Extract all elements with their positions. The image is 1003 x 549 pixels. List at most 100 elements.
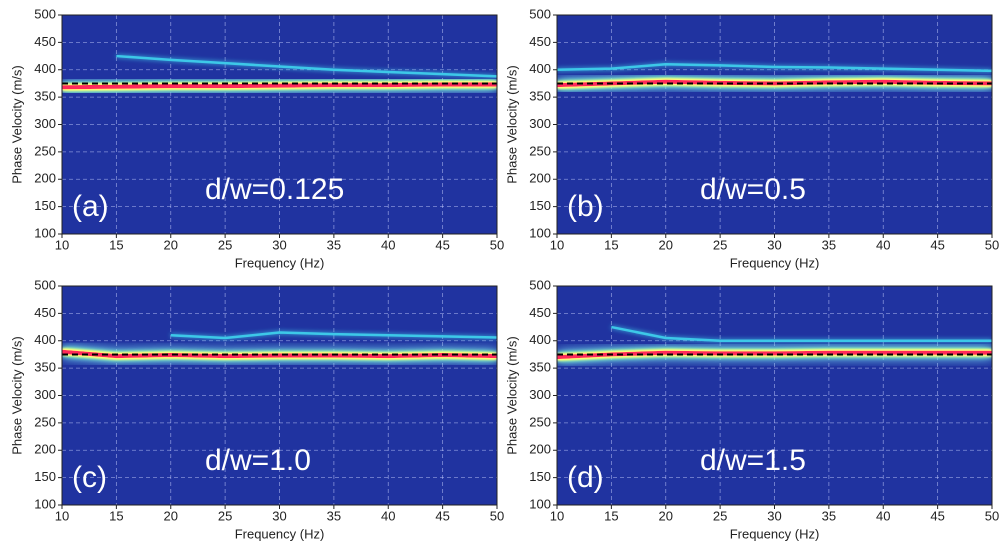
x-tick-label: 45 xyxy=(930,508,944,523)
x-tick-label: 10 xyxy=(550,508,564,523)
x-tick-label: 25 xyxy=(713,508,727,523)
x-tick-label: 45 xyxy=(435,508,449,523)
x-tick-label: 20 xyxy=(659,508,673,523)
y-tick-label: 350 xyxy=(34,89,56,104)
x-tick-label: 25 xyxy=(713,237,727,252)
dispersion-ridge xyxy=(62,82,497,90)
x-tick-label: 50 xyxy=(490,508,504,523)
y-tick-label: 250 xyxy=(34,143,56,158)
plot-frame xyxy=(556,285,993,506)
y-tick-label: 450 xyxy=(529,34,551,49)
x-tick-label: 50 xyxy=(985,237,999,252)
x-tick-label: 15 xyxy=(604,508,618,523)
x-tick-label: 35 xyxy=(822,237,836,252)
y-tick-label: 400 xyxy=(34,332,56,347)
plot-area xyxy=(62,15,497,234)
dispersion-ridge xyxy=(557,63,992,73)
panel-label: (c) xyxy=(72,461,107,494)
x-tick-label: 45 xyxy=(435,237,449,252)
y-tick-label: 350 xyxy=(34,360,56,375)
y-tick-label: 100 xyxy=(34,225,56,240)
y-tick-label: 100 xyxy=(529,496,551,511)
y-tick-label: 350 xyxy=(529,89,551,104)
x-tick-label: 35 xyxy=(327,508,341,523)
plot-frame xyxy=(556,14,993,235)
x-tick-label: 20 xyxy=(164,237,178,252)
x-tick-label: 25 xyxy=(218,508,232,523)
y-tick-label: 350 xyxy=(529,360,551,375)
plot-area xyxy=(557,15,992,234)
y-tick-label: 200 xyxy=(529,442,551,457)
x-tick-label: 50 xyxy=(490,237,504,252)
y-tick-label: 300 xyxy=(529,387,551,402)
y-tick-label: 250 xyxy=(34,414,56,429)
x-tick-label: 20 xyxy=(164,508,178,523)
x-tick-label: 20 xyxy=(659,237,673,252)
plot-frame xyxy=(61,285,498,506)
y-tick-label: 200 xyxy=(34,171,56,186)
x-axis-label: Frequency (Hz) xyxy=(235,255,325,270)
x-tick-label: 40 xyxy=(876,508,890,523)
x-tick-label: 40 xyxy=(381,237,395,252)
y-tick-label: 400 xyxy=(529,332,551,347)
x-tick-label: 30 xyxy=(272,508,286,523)
x-tick-label: 10 xyxy=(55,508,69,523)
y-tick-label: 200 xyxy=(529,171,551,186)
y-tick-label: 100 xyxy=(529,225,551,240)
y-tick-label: 250 xyxy=(529,143,551,158)
annotation: d/w=1.0 xyxy=(205,444,311,477)
x-tick-label: 40 xyxy=(876,237,890,252)
x-tick-label: 10 xyxy=(550,237,564,252)
dispersion-ridge xyxy=(116,54,497,78)
y-tick-label: 200 xyxy=(34,442,56,457)
x-tick-label: 15 xyxy=(604,237,618,252)
x-tick-label: 10 xyxy=(55,237,69,252)
y-tick-label: 400 xyxy=(529,61,551,76)
y-tick-label: 450 xyxy=(34,305,56,320)
y-tick-label: 300 xyxy=(34,387,56,402)
y-tick-label: 500 xyxy=(34,6,56,21)
y-axis-label: Phase Velocity (m/s) xyxy=(9,65,24,184)
y-axis-label: Phase Velocity (m/s) xyxy=(504,336,519,455)
panel: 10 15 20 25 30 35 40 45 50 100 150 200 250 300 350 400 4… xyxy=(504,277,999,541)
y-tick-label: 300 xyxy=(529,116,551,131)
x-tick-label: 25 xyxy=(218,237,232,252)
panel: 10 15 20 25 30 35 40 45 50 100 150 200 250 300 350 400 4… xyxy=(9,277,504,541)
plot-frame xyxy=(61,14,498,235)
panel-label: (b) xyxy=(567,190,604,223)
dispersion-ridge xyxy=(611,325,992,342)
y-axis-label: Phase Velocity (m/s) xyxy=(504,65,519,184)
y-tick-label: 400 xyxy=(34,61,56,76)
annotation: d/w=0.5 xyxy=(700,173,806,206)
x-tick-label: 30 xyxy=(767,508,781,523)
annotation: d/w=1.5 xyxy=(700,444,806,477)
y-tick-label: 500 xyxy=(34,277,56,292)
y-tick-label: 450 xyxy=(34,34,56,49)
x-tick-label: 35 xyxy=(327,237,341,252)
dispersion-ridge xyxy=(170,331,497,340)
panel: 10 15 20 25 30 35 40 45 50 100 150 200 250 300 350 400 4… xyxy=(9,6,504,270)
plot-area xyxy=(557,286,992,505)
panel-label: (a) xyxy=(72,190,109,223)
annotation: d/w=0.125 xyxy=(205,173,344,206)
x-tick-label: 40 xyxy=(381,508,395,523)
y-axis-label: Phase Velocity (m/s) xyxy=(9,336,24,455)
panel-label: (d) xyxy=(567,461,604,494)
x-tick-label: 30 xyxy=(272,237,286,252)
x-tick-label: 15 xyxy=(109,237,123,252)
x-tick-label: 35 xyxy=(822,508,836,523)
x-tick-label: 15 xyxy=(109,508,123,523)
y-tick-label: 500 xyxy=(529,6,551,21)
y-tick-label: 150 xyxy=(529,198,551,213)
x-axis-label: Frequency (Hz) xyxy=(730,526,820,541)
y-tick-label: 150 xyxy=(34,469,56,484)
y-tick-label: 100 xyxy=(34,496,56,511)
x-tick-label: 45 xyxy=(930,237,944,252)
y-tick-label: 250 xyxy=(529,414,551,429)
y-tick-label: 500 xyxy=(529,277,551,292)
panel: 10 15 20 25 30 35 40 45 50 100 150 200 250 300 350 400 4… xyxy=(504,6,999,270)
x-axis-label: Frequency (Hz) xyxy=(730,255,820,270)
plot-area xyxy=(62,286,497,505)
y-tick-label: 450 xyxy=(529,305,551,320)
